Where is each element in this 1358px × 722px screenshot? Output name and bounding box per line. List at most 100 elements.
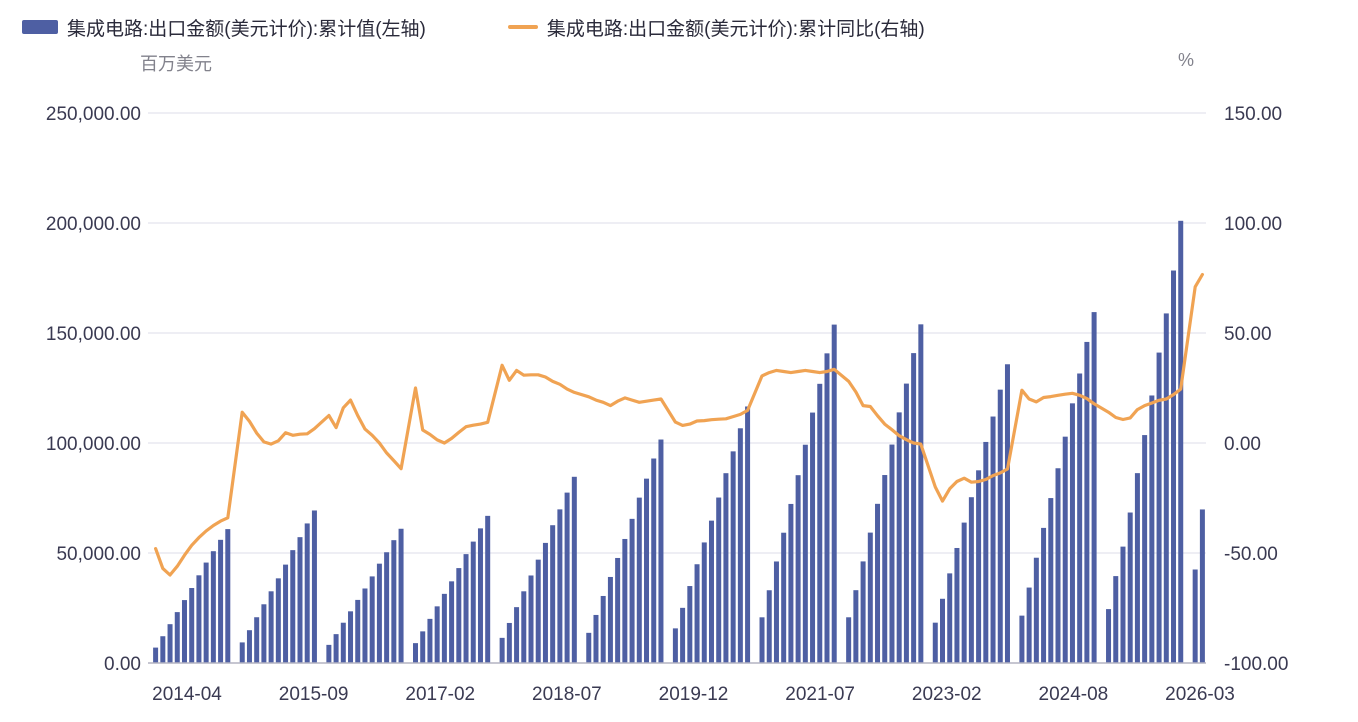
export-bar [203, 562, 209, 663]
export-bar [716, 497, 722, 663]
legend-item-bars[interactable]: 集成电路:出口金额(美元计价):累计值(左轴) [22, 14, 426, 41]
export-bar [1171, 270, 1177, 663]
export-bar [795, 475, 801, 663]
export-bar [846, 617, 852, 663]
export-bar [730, 451, 736, 663]
bars-legend-swatch [22, 20, 58, 34]
export-bar [376, 563, 382, 663]
export-bar [759, 617, 765, 663]
export-bar [968, 497, 974, 663]
export-bar [817, 383, 823, 663]
export-bar [990, 416, 996, 663]
export-bar [420, 631, 426, 663]
x-tick-label: 2014-04 [152, 684, 222, 705]
export-bar [160, 636, 166, 663]
export-bar [954, 547, 960, 663]
export-bar [427, 618, 433, 663]
export-bar [434, 606, 440, 663]
y-right-tick-label: 0.00 [1224, 434, 1261, 455]
export-bar [506, 622, 512, 663]
y-left-tick-label: 200,000.00 [46, 214, 141, 235]
export-bar [557, 509, 563, 663]
export-bar [210, 551, 216, 663]
export-bar [723, 473, 729, 663]
export-bar [449, 581, 455, 663]
export-bar [997, 389, 1003, 663]
legend-item-line[interactable]: 集成电路:出口金额(美元计价):累计同比(右轴) [507, 14, 925, 41]
export-bar [542, 542, 548, 663]
export-bar [1192, 569, 1198, 663]
export-bar [514, 607, 520, 663]
export-bar [701, 542, 707, 663]
export-bar [593, 614, 599, 663]
right-axis-unit: % [1178, 50, 1195, 70]
export-bar [470, 541, 476, 663]
export-bar [651, 458, 657, 663]
export-bar [983, 441, 989, 663]
export-bar [867, 532, 873, 663]
export-bar [499, 637, 505, 663]
export-bar [1084, 341, 1090, 663]
export-bar [550, 525, 556, 663]
export-bar [275, 578, 281, 663]
export-bar [1004, 364, 1010, 663]
bars-legend-label: 集成电路:出口金额(美元计价):累计值(左轴) [67, 18, 426, 40]
export-bar [680, 607, 686, 663]
y-right-tick-label: 100.00 [1224, 214, 1282, 235]
export-bar [1077, 373, 1083, 663]
export-bar [167, 624, 173, 663]
export-bar [1033, 557, 1039, 663]
y-right-tick-label: 50.00 [1224, 324, 1272, 345]
export-bar [297, 537, 303, 663]
export-bar [311, 510, 317, 663]
export-bar [918, 324, 924, 663]
y-left-tick-label: 250,000.00 [46, 104, 141, 125]
export-bar [261, 604, 267, 663]
export-bar [737, 428, 743, 663]
x-tick-label: 2023-02 [912, 684, 982, 705]
export-bar [564, 492, 570, 663]
export-bar [1199, 509, 1205, 663]
export-bar [802, 444, 808, 663]
export-bar [521, 591, 527, 663]
export-bar [658, 439, 664, 663]
export-bar [1048, 498, 1054, 663]
export-bar [615, 557, 621, 663]
export-bar [196, 575, 202, 663]
export-bar [882, 475, 888, 663]
export-bar [1062, 436, 1068, 663]
export-bar [333, 634, 339, 663]
export-bar [477, 528, 483, 663]
export-bar [636, 497, 642, 663]
export-bar [1149, 395, 1155, 663]
export-bar [485, 515, 491, 663]
x-tick-label: 2018-07 [532, 684, 602, 705]
y-right-tick-label: 150.00 [1224, 104, 1282, 125]
export-bar [348, 611, 354, 663]
export-bar [875, 503, 881, 663]
export-bar [391, 540, 397, 663]
export-bar [1120, 546, 1126, 663]
export-bar [398, 528, 404, 663]
export-bar [1163, 313, 1169, 663]
export-bar [600, 595, 606, 663]
export-bar [644, 478, 650, 663]
export-bar [340, 622, 346, 663]
export-bar [788, 503, 794, 663]
export-bar [369, 576, 375, 663]
export-bar [1127, 512, 1133, 663]
export-bar [824, 353, 830, 663]
export-bar [1178, 220, 1184, 664]
export-bar [1106, 609, 1112, 663]
export-bar [810, 412, 816, 663]
y-right-tick-label: -50.00 [1224, 544, 1278, 565]
export-bar [268, 591, 274, 663]
export-bar [254, 617, 260, 663]
export-bar [781, 532, 787, 663]
export-bar [773, 561, 779, 663]
export-bar [571, 476, 577, 663]
export-bar [535, 559, 541, 663]
y-left-tick-label: 0.00 [104, 654, 141, 675]
